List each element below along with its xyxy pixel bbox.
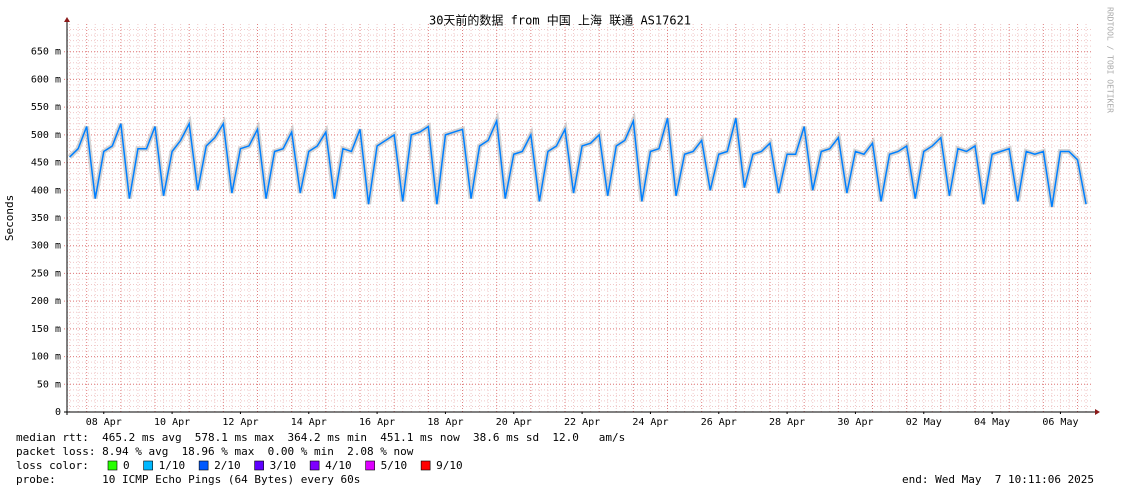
y-tick-label: 200 m <box>31 296 61 307</box>
loss-swatch <box>143 460 153 471</box>
loss-label: 0 <box>123 459 130 472</box>
y-tick-label: 450 m <box>31 158 61 169</box>
loss-label: 3/10 <box>270 459 297 472</box>
x-tick-label: 16 Apr <box>359 417 395 428</box>
x-tick-label: 08 Apr <box>86 417 122 428</box>
y-tick-label: 500 m <box>31 130 61 141</box>
axis-arrow <box>64 17 70 22</box>
x-tick-label: 26 Apr <box>701 417 737 428</box>
loss-swatch <box>420 460 431 471</box>
x-tick-label: 14 Apr <box>291 417 327 428</box>
y-tick-label: 250 m <box>31 268 61 279</box>
loss-swatch <box>365 460 375 471</box>
x-tick-label: 02 May <box>906 417 942 428</box>
y-tick-label: 400 m <box>31 185 61 196</box>
loss-label: 4/10 <box>325 459 352 472</box>
loss-swatch <box>198 460 209 471</box>
x-tick-label: 24 Apr <box>632 417 668 428</box>
x-tick-label: 28 Apr <box>769 417 805 428</box>
stats-line: packet loss: 8.94 % avg 18.96 % max 0.00… <box>16 445 414 458</box>
x-tick-label: 30 Apr <box>837 417 873 428</box>
y-tick-label: 150 m <box>31 324 61 335</box>
loss-label: 2/10 <box>214 459 241 472</box>
x-tick-label: 06 May <box>1042 417 1078 428</box>
loss-swatch <box>254 460 264 471</box>
x-tick-label: 12 Apr <box>222 417 258 428</box>
axis-arrow <box>1095 409 1100 415</box>
y-tick-label: 350 m <box>31 213 61 224</box>
y-tick-label: 650 m <box>31 47 61 58</box>
loss-title: loss color: <box>16 459 89 472</box>
y-tick-label: 300 m <box>31 241 61 252</box>
loss-label: 1/10 <box>159 459 186 472</box>
loss-label: 5/10 <box>381 459 408 472</box>
y-axis-label: Seconds <box>3 195 16 241</box>
x-tick-label: 20 Apr <box>496 417 532 428</box>
stats-line: median rtt: 465.2 ms avg 578.1 ms max 36… <box>16 431 625 444</box>
y-tick-label: 0 <box>55 407 61 418</box>
x-tick-label: 18 Apr <box>427 417 463 428</box>
end-time: end: Wed May 7 10:11:06 2025 <box>902 473 1094 486</box>
chart-title: 30天前的数据 from 中国 上海 联通 AS17621 <box>429 13 691 28</box>
loss-swatch <box>107 460 118 471</box>
loss-label: 9/10 <box>436 459 463 472</box>
y-tick-label: 600 m <box>31 74 61 85</box>
x-tick-label: 04 May <box>974 417 1010 428</box>
y-tick-label: 100 m <box>31 352 61 363</box>
probe-info: probe: 10 ICMP Echo Pings (64 Bytes) eve… <box>16 473 360 486</box>
median-line <box>69 118 1087 208</box>
watermark: RRDTOOL / TOBI OETIKER <box>1106 7 1115 113</box>
x-tick-label: 22 Apr <box>564 417 600 428</box>
x-tick-label: 10 Apr <box>154 417 190 428</box>
y-tick-label: 50 m <box>37 379 61 390</box>
y-tick-label: 550 m <box>31 102 61 113</box>
loss-swatch <box>309 460 320 471</box>
plot-area <box>67 24 1092 412</box>
